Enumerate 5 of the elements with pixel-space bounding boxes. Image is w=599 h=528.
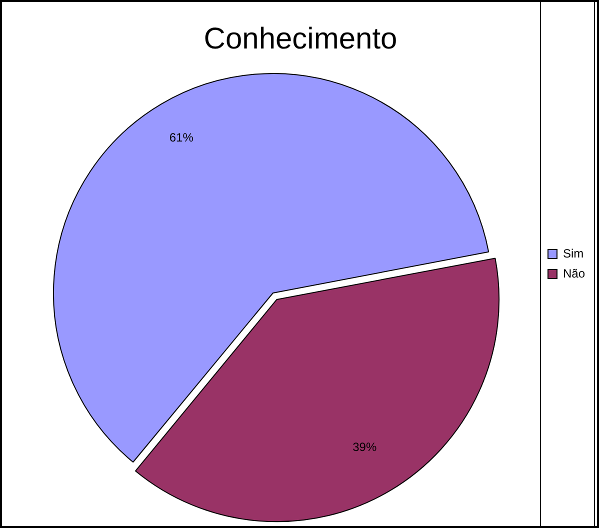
legend-label: Sim <box>562 246 584 260</box>
legend-label: Não <box>562 266 586 280</box>
data-label: 61% <box>169 130 194 144</box>
chart-title: Conhecimento <box>204 22 398 56</box>
data-label: 39% <box>352 440 377 454</box>
